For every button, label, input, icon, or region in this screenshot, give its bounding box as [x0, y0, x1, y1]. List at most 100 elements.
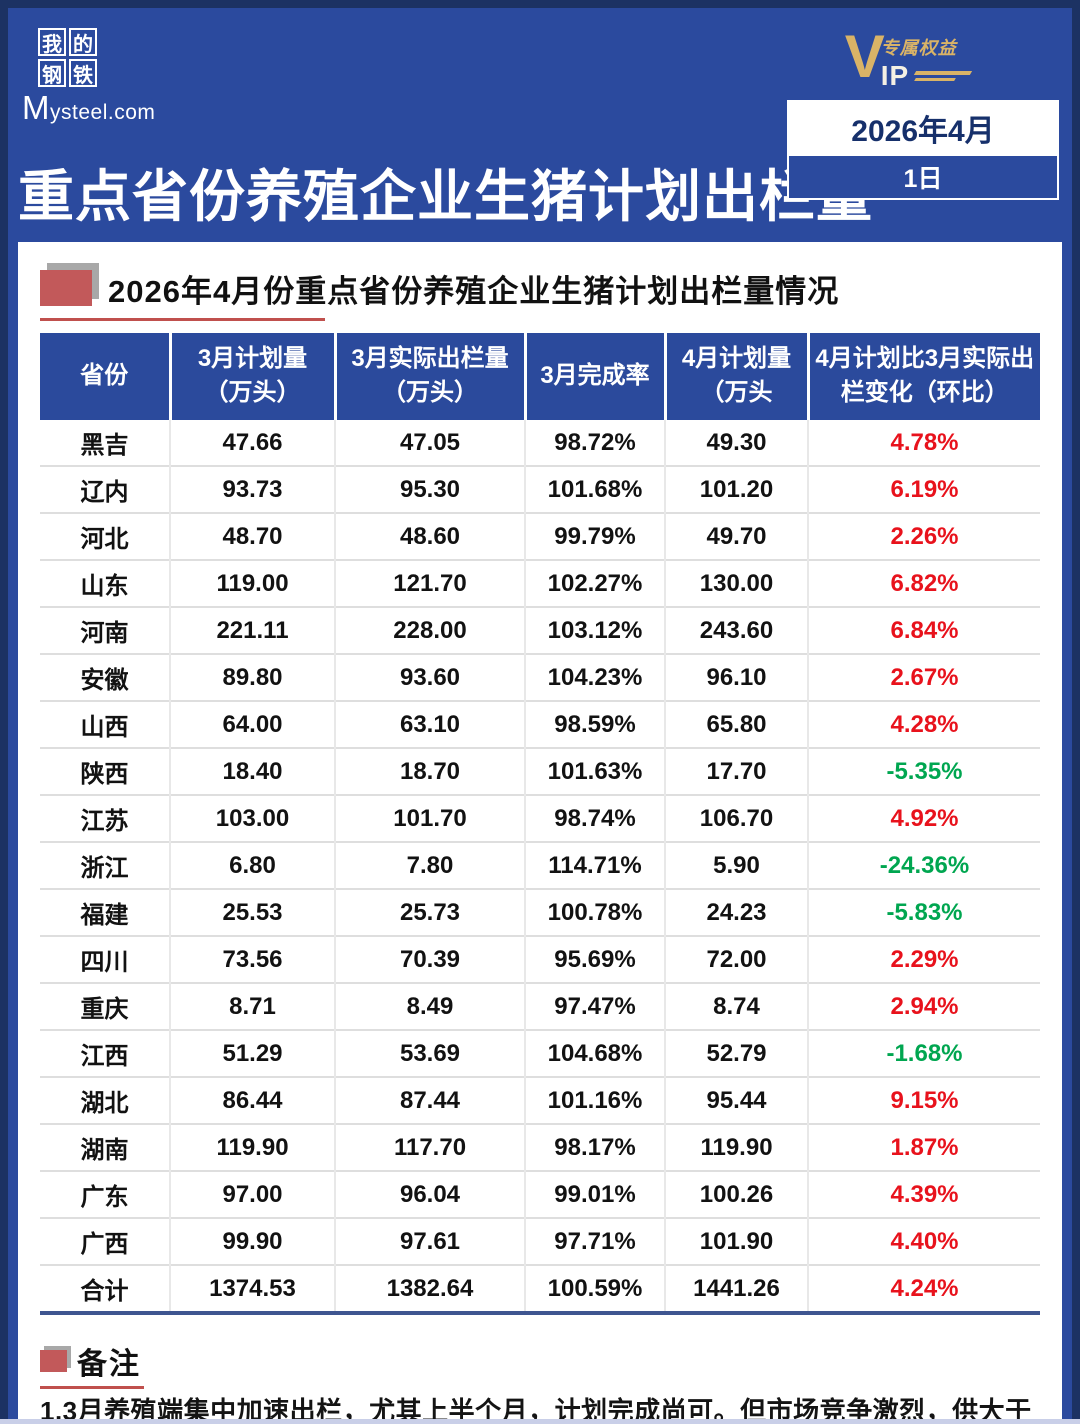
mar-rate-cell: 98.74%	[524, 794, 665, 843]
card-subtitle: 2026年4月份重点省份养殖企业生猪计划出栏量情况	[40, 266, 839, 321]
mar-rate-cell: 114.71%	[524, 841, 665, 890]
mar-actual-cell: 101.70	[334, 794, 525, 843]
province-cell: 山东	[40, 559, 170, 608]
change-cell: 4.40%	[807, 1217, 1040, 1266]
apr-plan-cell: 17.70	[664, 747, 808, 796]
mar-actual-cell: 97.61	[334, 1217, 525, 1266]
province-cell: 山西	[40, 700, 170, 749]
notes-title: 备注	[77, 1348, 141, 1382]
mysteel-logo: 我 的 钢 铁 Mysteel.com	[22, 28, 155, 166]
logo-grid: 我 的 钢 铁	[38, 28, 155, 87]
table-row: 黑吉 47.66 47.05 98.72% 49.30 4.78%	[40, 420, 1040, 467]
province-cell: 安徽	[40, 653, 170, 702]
table-row: 河南 221.11 228.00 103.12% 243.60 6.84%	[40, 606, 1040, 655]
apr-plan-cell: 101.90	[664, 1217, 808, 1266]
mar-actual-cell: 63.10	[334, 700, 525, 749]
change-cell: 4.24%	[807, 1264, 1040, 1314]
mar-plan-cell: 103.00	[169, 794, 335, 843]
vip-ip-letters: IP	[880, 60, 910, 91]
mar-rate-cell: 101.68%	[524, 465, 665, 514]
apr-plan-cell: 106.70	[664, 794, 808, 843]
table-row: 河北 48.70 48.60 99.79% 49.70 2.26%	[40, 512, 1040, 561]
table-row: 福建 25.53 25.73 100.78% 24.23 -5.83%	[40, 888, 1040, 937]
mar-rate-cell: 99.79%	[524, 512, 665, 561]
mar-actual-cell: 121.70	[334, 559, 525, 608]
date-month: 2026年4月	[789, 102, 1057, 154]
apr-plan-cell: 24.23	[664, 888, 808, 937]
mar-plan-cell: 6.80	[169, 841, 335, 890]
mar-actual-cell: 96.04	[334, 1170, 525, 1219]
mar-actual-cell: 117.70	[334, 1123, 525, 1172]
date-box: 2026年4月 1日	[787, 100, 1059, 200]
mar-actual-cell: 18.70	[334, 747, 525, 796]
mar-rate-cell: 103.12%	[524, 606, 665, 655]
change-cell: 6.82%	[807, 559, 1040, 608]
mar-rate-cell: 104.23%	[524, 653, 665, 702]
mar-actual-cell: 93.60	[334, 653, 525, 702]
table-row: 山西 64.00 63.10 98.59% 65.80 4.28%	[40, 700, 1040, 749]
mar-rate-cell: 101.63%	[524, 747, 665, 796]
province-cell: 陕西	[40, 747, 170, 796]
table-row: 四川 73.56 70.39 95.69% 72.00 2.29%	[40, 935, 1040, 984]
province-cell: 黑吉	[80, 432, 129, 460]
mar-plan-cell: 8.71	[169, 982, 335, 1031]
col-header-mar-plan: 3月计划量 （万头）	[168, 332, 335, 421]
change-cell: 6.84%	[807, 606, 1040, 655]
mar-rate-cell: 104.68%	[524, 1029, 665, 1078]
logo-char: 钢	[38, 59, 66, 87]
red-square-icon	[40, 270, 92, 307]
mar-actual-cell: 53.69	[334, 1029, 525, 1078]
mar-plan-cell: 119.90	[169, 1123, 335, 1172]
apr-plan-cell: 95.44	[664, 1076, 808, 1125]
apr-plan-cell: 72.00	[664, 935, 808, 984]
vip-v-letter: V	[844, 23, 885, 90]
change-cell: -1.68%	[807, 1029, 1040, 1078]
mar-actual-cell: 7.80	[334, 841, 525, 890]
mar-plan-cell: 48.70	[169, 512, 335, 561]
apr-plan-cell: 96.10	[664, 653, 808, 702]
notes-section: 备注 1.3月养殖端集中加速出栏，尤其上半个月，计划完成尚可。但市场竞争激烈，供…	[40, 1339, 1040, 1424]
col-header-mar-rate: 3月完成率	[523, 332, 665, 421]
mar-plan-cell: 73.56	[169, 935, 335, 984]
mar-plan-cell: 89.80	[169, 653, 335, 702]
mar-rate-cell: 98.17%	[524, 1123, 665, 1172]
page-panel: 我 的 钢 铁 Mysteel.com V 专属权益 IP	[8, 8, 1072, 1424]
apr-plan-cell: 65.80	[664, 700, 808, 749]
apr-plan-cell: 52.79	[664, 1029, 808, 1078]
vip-decor-bars-icon	[914, 71, 973, 81]
mar-actual-cell: 47.05	[334, 420, 525, 467]
change-cell: 2.26%	[807, 512, 1040, 561]
table-row: 广东 97.00 96.04 99.01% 100.26 4.39%	[40, 1170, 1040, 1219]
change-cell: 2.29%	[807, 935, 1040, 984]
mar-plan-cell: 64.00	[169, 700, 335, 749]
page-title: 重点省份养殖企业生猪计划出栏量	[18, 165, 873, 228]
change-cell: -24.36%	[807, 841, 1040, 890]
table-body: 黑吉 47.66 47.05 98.72% 49.30 4.78% 辽内 93.73 95.30…	[40, 420, 1040, 1314]
mar-rate-cell: 97.47%	[524, 982, 665, 1031]
mar-plan-cell: 18.40	[169, 747, 335, 796]
header-right-block: V 专属权益 IP 2026年4月 1日	[786, 23, 1060, 200]
col-header-province: 省份	[40, 332, 170, 421]
mar-rate-cell: 100.59%	[524, 1264, 665, 1314]
province-cell: 辽内	[40, 465, 170, 514]
table-row: 江苏 103.00 101.70 98.74% 106.70 4.92%	[40, 794, 1040, 843]
header: 我 的 钢 铁 Mysteel.com V 专属权益 IP	[8, 8, 1072, 200]
province-cell: 重庆	[40, 982, 170, 1031]
apr-plan-cell: 119.90	[664, 1123, 808, 1172]
content-card: 2026年4月份重点省份养殖企业生猪计划出栏量情况 省份 3月计划量 （万头） …	[18, 241, 1062, 1424]
table-head: 省份 3月计划量 （万头） 3月实际出栏量 （万头） 3月完成率 4月计划量 （…	[40, 332, 1040, 421]
mar-plan-cell: 51.29	[169, 1029, 335, 1078]
mar-actual-cell: 228.00	[334, 606, 525, 655]
mar-plan-cell: 97.00	[169, 1170, 335, 1219]
table-row: 山东 119.00 121.70 102.27% 130.00 6.82%	[40, 559, 1040, 608]
table-row: 广西 99.90 97.61 97.71% 101.90 4.40%	[40, 1217, 1040, 1266]
mar-plan-cell: 86.44	[169, 1076, 335, 1125]
change-cell: 1.87%	[807, 1123, 1040, 1172]
apr-plan-cell: 100.26	[664, 1170, 808, 1219]
mar-rate-cell: 97.71%	[524, 1217, 665, 1266]
province-cell: 合计	[40, 1264, 170, 1314]
province-cell: 福建	[40, 888, 170, 937]
change-cell: -5.83%	[807, 888, 1040, 937]
apr-plan-cell: 8.74	[664, 982, 808, 1031]
notes-heading: 备注	[40, 1339, 144, 1390]
